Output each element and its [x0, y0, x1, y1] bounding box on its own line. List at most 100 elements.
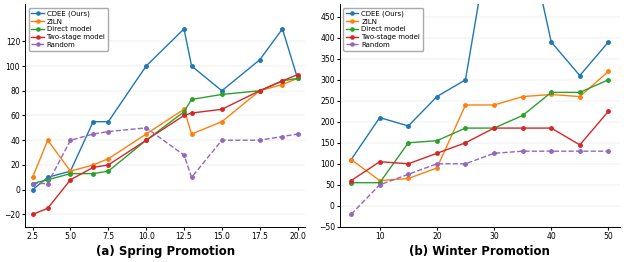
Line: Two-stage model: Two-stage model: [31, 73, 300, 216]
CDEE (Ours): [348, 158, 355, 161]
Two-stage model: [279, 79, 286, 83]
ZILN: [67, 170, 74, 173]
CDEE (Ours): [576, 74, 583, 77]
Line: CDEE (Ours): CDEE (Ours): [349, 0, 610, 161]
Two-stage model: [180, 114, 188, 117]
ZILN: [348, 158, 355, 161]
ZILN: [576, 95, 583, 98]
Random: [105, 130, 112, 133]
Two-stage model: [404, 162, 412, 165]
Line: CDEE (Ours): CDEE (Ours): [31, 27, 300, 192]
Two-stage model: [576, 143, 583, 146]
X-axis label: (a) Spring Promotion: (a) Spring Promotion: [95, 245, 235, 258]
CDEE (Ours): [547, 40, 555, 43]
Random: [433, 162, 441, 165]
Line: ZILN: ZILN: [349, 70, 610, 182]
Direct model: [256, 89, 263, 92]
Direct model: [348, 181, 355, 184]
Random: [188, 176, 195, 179]
Random: [279, 135, 286, 138]
ZILN: [188, 133, 195, 136]
Random: [67, 139, 74, 142]
CDEE (Ours): [180, 27, 188, 30]
ZILN: [547, 93, 555, 96]
Two-stage model: [188, 111, 195, 114]
X-axis label: (b) Winter Promotion: (b) Winter Promotion: [409, 245, 550, 258]
ZILN: [433, 166, 441, 170]
Direct model: [490, 127, 498, 130]
ZILN: [180, 108, 188, 111]
CDEE (Ours): [142, 64, 150, 68]
ZILN: [105, 157, 112, 160]
Random: [348, 213, 355, 216]
Random: [256, 139, 263, 142]
Direct model: [105, 170, 112, 173]
Random: [547, 150, 555, 153]
CDEE (Ours): [279, 27, 286, 30]
Two-stage model: [519, 127, 527, 130]
Direct model: [519, 114, 527, 117]
ZILN: [519, 95, 527, 98]
CDEE (Ours): [105, 120, 112, 123]
Two-stage model: [67, 178, 74, 181]
Two-stage model: [462, 141, 469, 144]
Two-stage model: [142, 139, 150, 142]
ZILN: [462, 103, 469, 107]
Random: [576, 150, 583, 153]
Line: Two-stage model: Two-stage model: [349, 110, 610, 182]
Direct model: [142, 139, 150, 142]
Random: [44, 182, 52, 185]
Direct model: [433, 139, 441, 142]
CDEE (Ours): [89, 120, 97, 123]
Direct model: [188, 98, 195, 101]
Random: [142, 126, 150, 129]
Random: [180, 154, 188, 157]
Two-stage model: [29, 213, 36, 216]
ZILN: [218, 120, 226, 123]
Random: [404, 173, 412, 176]
Direct model: [44, 178, 52, 181]
ZILN: [490, 103, 498, 107]
ZILN: [279, 83, 286, 86]
Direct model: [180, 110, 188, 113]
Line: Random: Random: [349, 149, 610, 216]
Two-stage model: [348, 179, 355, 182]
CDEE (Ours): [294, 77, 301, 80]
Two-stage model: [547, 127, 555, 130]
Two-stage model: [490, 127, 498, 130]
Random: [29, 182, 36, 185]
ZILN: [404, 177, 412, 180]
Random: [462, 162, 469, 165]
CDEE (Ours): [188, 64, 195, 68]
Two-stage model: [433, 152, 441, 155]
Random: [218, 139, 226, 142]
Direct model: [29, 182, 36, 185]
Direct model: [67, 172, 74, 175]
ZILN: [605, 70, 612, 73]
Line: Direct model: Direct model: [31, 77, 300, 185]
ZILN: [376, 179, 384, 182]
ZILN: [29, 176, 36, 179]
Direct model: [576, 91, 583, 94]
Direct model: [294, 77, 301, 80]
Line: Direct model: Direct model: [349, 78, 610, 184]
Line: ZILN: ZILN: [31, 77, 300, 179]
CDEE (Ours): [218, 89, 226, 92]
Direct model: [404, 141, 412, 144]
CDEE (Ours): [29, 188, 36, 191]
Random: [519, 150, 527, 153]
ZILN: [142, 133, 150, 136]
Direct model: [89, 172, 97, 175]
Legend: CDEE (Ours), ZILN, Direct model, Two-stage model, Random: CDEE (Ours), ZILN, Direct model, Two-sta…: [343, 8, 423, 51]
CDEE (Ours): [256, 58, 263, 61]
Random: [605, 150, 612, 153]
Random: [490, 152, 498, 155]
ZILN: [294, 77, 301, 80]
CDEE (Ours): [67, 170, 74, 173]
Two-stage model: [44, 207, 52, 210]
Two-stage model: [605, 110, 612, 113]
CDEE (Ours): [433, 95, 441, 98]
Direct model: [218, 93, 226, 96]
Random: [294, 133, 301, 136]
Two-stage model: [294, 73, 301, 76]
